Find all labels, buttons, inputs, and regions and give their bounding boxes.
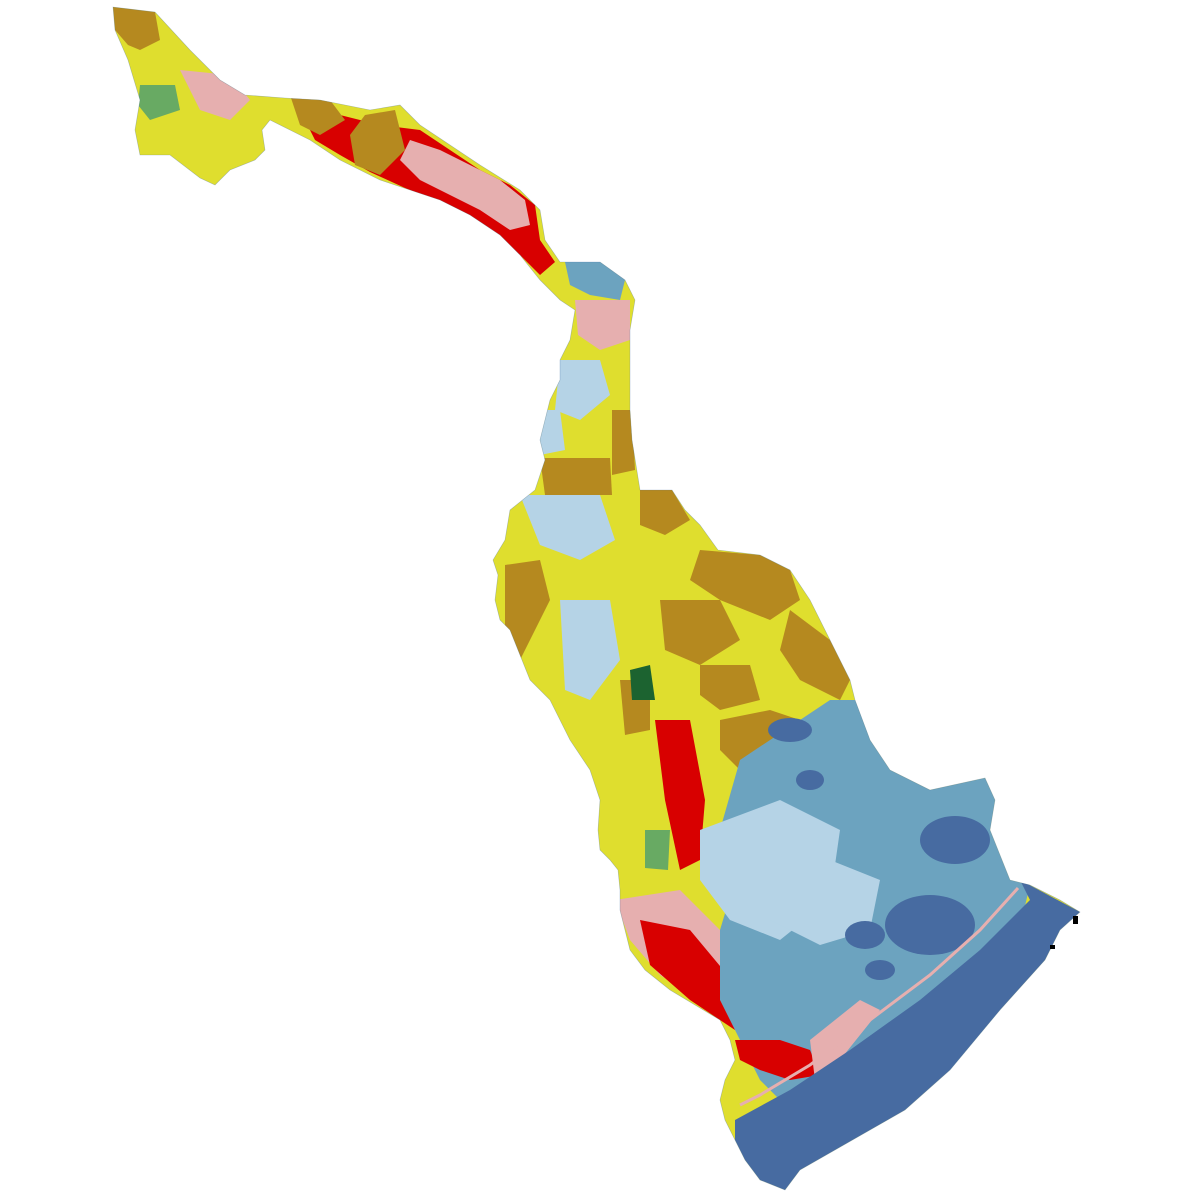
woody-wetlands-neck [555, 360, 610, 420]
shrub-central-1 [612, 410, 635, 475]
lake-east [920, 816, 990, 864]
herbaceous-wetlands-neck [565, 262, 625, 300]
shrub-central-4 [640, 490, 690, 535]
shrub-central-10 [700, 665, 760, 710]
shrub-central-6 [660, 600, 740, 665]
shrub-central-2 [540, 458, 612, 495]
deciduous-north [138, 85, 180, 120]
lake-north-se [768, 718, 812, 742]
woody-wetlands-central-2 [520, 495, 615, 560]
woody-wetlands-se-2 [760, 860, 880, 945]
shrub-central-3 [505, 560, 550, 660]
lake-small-3 [796, 770, 824, 790]
developed-high-coast [735, 1040, 820, 1080]
shrub-north-3 [350, 110, 405, 175]
developed-low-north [400, 140, 530, 230]
shrub-central-5 [690, 550, 800, 620]
gulf-open-water [735, 880, 1080, 1190]
woody-wetlands-central-3 [560, 600, 620, 700]
lake-small-1 [845, 921, 885, 949]
barrier-beach [739, 886, 1020, 1107]
lake-central [885, 895, 975, 955]
evergreen-forest-1 [630, 665, 655, 700]
deciduous-forest-1 [645, 830, 670, 870]
lake-small-2 [865, 960, 895, 980]
shrub-north-1 [113, 7, 160, 50]
shrub-central-7 [780, 610, 850, 700]
county-outline [112, 6, 1081, 1191]
developed-high-corridor [655, 720, 705, 870]
developed-low-neck [575, 300, 630, 350]
edge-speck-1 [1073, 916, 1078, 924]
edge-speck-2 [1050, 945, 1055, 949]
shrub-north-2 [290, 95, 345, 135]
woody-wetlands-central-1 [535, 410, 565, 455]
